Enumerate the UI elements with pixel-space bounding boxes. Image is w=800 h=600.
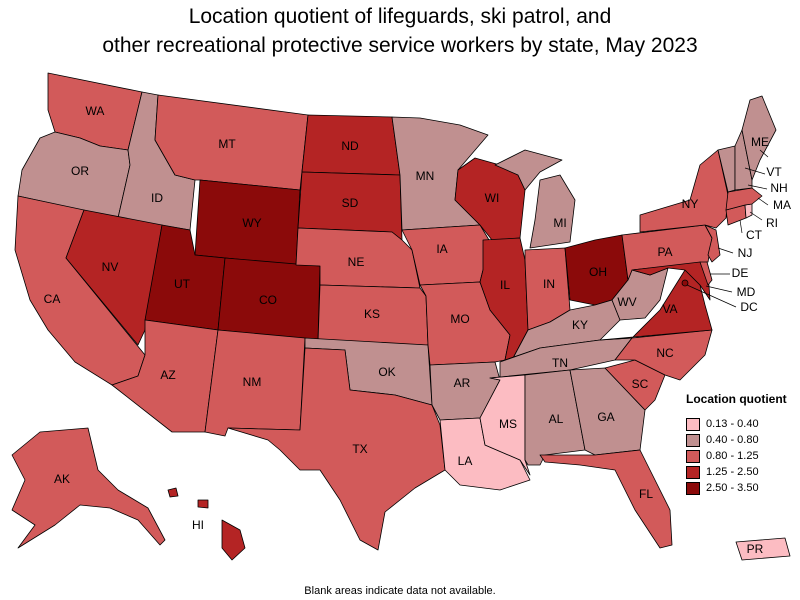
state-label-ND: ND [341,139,359,153]
state-label-TX: TX [352,442,367,456]
state-ME[interactable] [741,95,777,181]
state-label-HI: HI [192,518,204,532]
state-label-CT: CT [746,228,763,242]
legend-label: 0.80 - 1.25 [706,450,759,462]
state-label-AK: AK [54,472,70,486]
state-label-GA: GA [597,410,614,424]
legend-rows: 0.13 - 0.40 0.40 - 0.80 0.80 - 1.25 1.25 - … [686,416,798,496]
state-HI[interactable] [167,487,246,561]
state-label-NY: NY [682,197,699,211]
legend-label: 0.40 - 0.80 [706,434,759,446]
state-label-IA: IA [436,242,447,256]
state-label-FL: FL [639,487,653,501]
legend-label: 1.25 - 2.50 [706,466,759,478]
legend-swatch [686,465,700,479]
state-label-NC: NC [656,346,674,360]
state-label-AZ: AZ [160,368,175,382]
state-NC[interactable] [614,329,713,381]
state-label-VA: VA [662,302,677,316]
state-label-MI: MI [553,216,566,230]
legend-title: Location quotient [686,392,787,406]
legend-item: 0.80 - 1.25 [686,448,798,464]
state-label-SD: SD [342,196,359,210]
legend-label: 2.50 - 3.50 [706,482,759,494]
state-TX[interactable] [227,347,446,551]
state-label-MT: MT [218,137,236,151]
map-title-line-1: Location quotient of lifeguards, ski pat… [188,5,612,28]
state-label-KY: KY [572,318,588,332]
state-label-NV: NV [102,260,119,274]
state-DE[interactable] [699,261,713,286]
legend-item: 2.50 - 3.50 [686,480,798,496]
state-label-SC: SC [632,377,649,391]
state-SC[interactable] [604,359,666,411]
legend-swatch [686,449,700,463]
state-label-AR: AR [454,376,471,390]
state-label-NH: NH [770,181,787,195]
state-labels: WA OR CA ID NV MT WY UT AZ CO NM ND SD NE KS OK TX MN IA MO… [44,104,791,556]
legend-swatch [686,417,700,431]
state-label-OK: OK [378,365,395,379]
state-label-MN: MN [416,169,435,183]
state-label-DE: DE [732,266,749,280]
map-title-line-2: other recreational protective service wo… [102,34,698,57]
state-label-RI: RI [766,216,778,230]
state-label-CA: CA [44,292,61,306]
state-RI[interactable] [744,203,753,219]
state-NY[interactable] [639,149,729,233]
state-label-NE: NE [348,255,365,269]
state-PR[interactable] [735,537,791,561]
state-label-MS: MS [499,417,517,431]
legend-item: 0.13 - 0.40 [686,416,798,432]
state-label-MD: MD [737,285,756,299]
state-label-ID: ID [151,191,163,205]
state-label-AL: AL [549,412,564,426]
state-label-MA: MA [773,198,791,212]
legend: Location quotient 0.13 - 0.40 0.40 - 0.80… [686,392,798,496]
state-label-OR: OR [71,164,89,178]
state-label-TN: TN [552,356,568,370]
state-NJ[interactable] [704,224,721,263]
state-label-WY: WY [242,216,261,230]
legend-label: 0.13 - 0.40 [706,418,759,430]
legend-swatch [686,481,700,495]
state-NH[interactable] [734,129,753,191]
state-label-NM: NM [243,375,262,389]
state-label-NJ: NJ [738,246,753,260]
leader-lines [686,149,769,308]
state-label-DC: DC [740,300,758,314]
state-label-PR: PR [747,542,764,556]
state-label-LA: LA [458,454,473,468]
state-DC[interactable] [681,279,689,287]
state-NV[interactable] [65,209,163,346]
state-label-WV: WV [617,295,636,309]
legend-item: 0.40 - 0.80 [686,432,798,448]
legend-item: 1.25 - 2.50 [686,464,798,480]
state-label-PA: PA [657,245,672,259]
state-label-CO: CO [259,293,277,307]
state-label-WI: WI [485,191,500,205]
legend-swatch [686,433,700,447]
state-WI[interactable] [454,157,526,241]
state-label-MO: MO [450,312,469,326]
state-label-VT: VT [766,165,782,179]
state-FL[interactable] [539,449,673,549]
state-label-ME: ME [751,135,769,149]
state-label-WA: WA [86,104,105,118]
state-label-KS: KS [364,307,380,321]
state-label-IN: IN [543,277,555,291]
state-AK[interactable] [11,427,166,549]
state-label-OH: OH [589,265,607,279]
footnote: Blank areas indicate data not available. [304,585,496,597]
state-MI[interactable] [494,149,576,249]
state-label-IL: IL [500,278,510,292]
state-label-UT: UT [174,277,191,291]
map-title: Location quotient of lifeguards, ski pat… [0,2,800,60]
